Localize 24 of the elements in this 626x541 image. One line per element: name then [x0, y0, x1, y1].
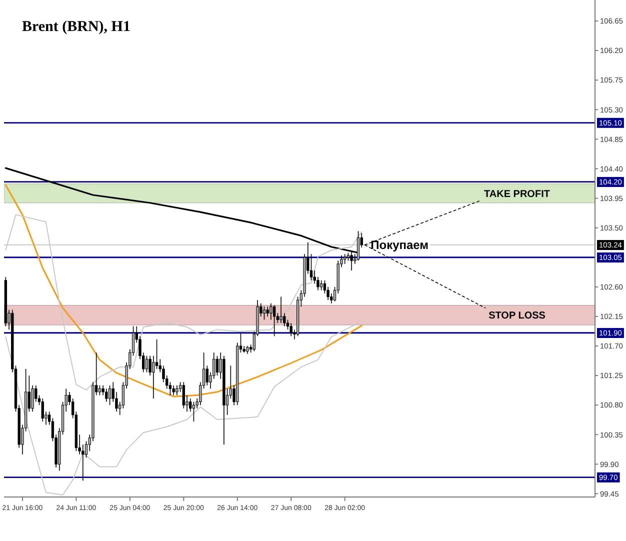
candlestick — [280, 296, 282, 324]
candlestick — [343, 254, 346, 264]
candlestick — [172, 384, 175, 396]
candlestick — [206, 365, 208, 386]
candlestick — [145, 355, 148, 373]
candlestick — [105, 388, 108, 402]
band-label: TAKE PROFIT — [484, 188, 550, 200]
candlestick — [108, 384, 112, 406]
candlestick — [176, 384, 178, 396]
annotation: Покупаем — [370, 238, 429, 252]
band-label: STOP LOSS — [488, 310, 546, 322]
candlestick — [272, 304, 276, 337]
candlestick — [266, 306, 269, 317]
line-series — [4, 184, 362, 398]
candlestick — [155, 339, 158, 370]
candlestick — [270, 302, 272, 320]
candlestick — [262, 306, 266, 320]
candlestick — [41, 398, 44, 422]
candlestick — [216, 355, 219, 376]
candlestick — [290, 322, 292, 337]
line-series — [5, 322, 359, 496]
text: Brent (BRN), H1 — [22, 19, 130, 35]
candlestick — [182, 382, 185, 409]
candlestick — [98, 384, 102, 396]
